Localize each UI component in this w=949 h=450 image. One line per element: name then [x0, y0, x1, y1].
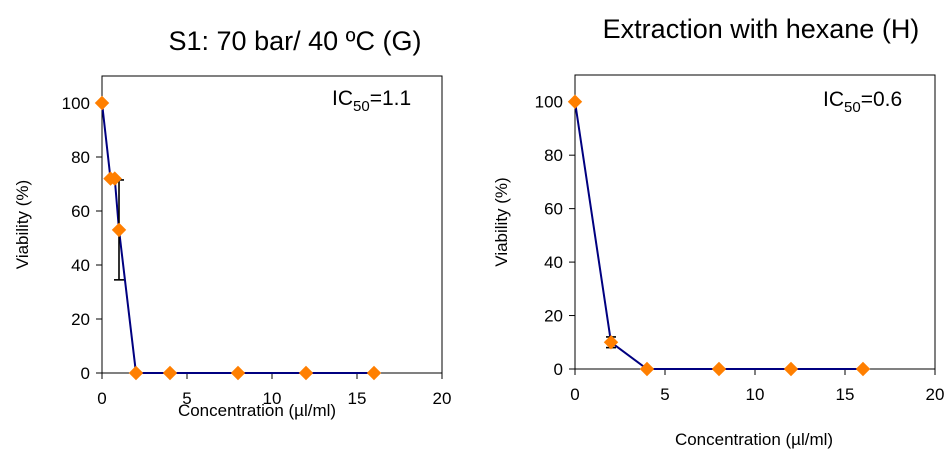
data-point — [567, 94, 583, 109]
data-point — [162, 365, 178, 381]
data-point — [128, 365, 144, 381]
ic50-value: =1.1 — [370, 87, 411, 110]
x-tick-label: 5 — [660, 385, 669, 404]
ic50-subscript: 50 — [844, 99, 861, 116]
data-point — [366, 365, 382, 381]
y-tick-label: 40 — [544, 253, 563, 272]
y-tick-label: 60 — [71, 202, 90, 221]
data-point — [111, 222, 127, 238]
ic50-label: IC50=1.1 — [332, 87, 411, 115]
x-tick-label: 5 — [182, 389, 191, 408]
series-line — [574, 101, 863, 370]
data-point — [639, 361, 655, 377]
y-tick-label: 100 — [62, 94, 90, 113]
ic50-label: IC50=0.6 — [823, 88, 902, 116]
data-point — [855, 361, 871, 377]
y-axis-label: Viability (%) — [492, 177, 511, 266]
x-tick-label: 15 — [836, 385, 855, 404]
ic50-subscript: 50 — [353, 98, 370, 115]
chart-title: S1: 70 bar/ 40 ºC (G) — [169, 26, 422, 56]
x-tick-label: 20 — [926, 385, 945, 404]
plot-area — [574, 74, 936, 370]
data-point — [603, 335, 619, 350]
chart-right: Extraction with hexane (H) 0 20 40 60 80 100 0 5… — [492, 14, 945, 449]
x-axis-label: Concentration (µl/ml) — [178, 401, 336, 420]
x-tick-label: 10 — [746, 385, 765, 404]
y-tick-label: 0 — [554, 360, 563, 379]
y-tick-label: 20 — [544, 307, 563, 326]
data-point — [230, 365, 246, 381]
x-axis-label: Concentration (µl/ml) — [675, 430, 833, 449]
x-tick-label: 0 — [570, 385, 579, 404]
ic50-prefix: IC — [332, 87, 353, 110]
x-tick-label: 15 — [348, 389, 367, 408]
data-point — [783, 361, 799, 377]
data-point — [94, 95, 110, 111]
plot-area — [101, 75, 443, 374]
y-tick-label: 60 — [544, 200, 563, 219]
data-point — [298, 365, 314, 381]
y-axis-label: Viability (%) — [13, 180, 32, 269]
x-tick-label: 20 — [433, 389, 452, 408]
x-tick-label: 0 — [97, 389, 106, 408]
y-tick-label: 40 — [71, 256, 90, 275]
series-line — [101, 102, 374, 374]
chart-left: S1: 70 bar/ 40 ºC (G) 0 20 40 60 80 100 0 5 10 15 2… — [13, 26, 452, 420]
ic50-value: =0.6 — [861, 88, 902, 111]
chart-title: Extraction with hexane (H) — [603, 14, 920, 44]
y-tick-label: 0 — [81, 364, 90, 383]
y-tick-label: 100 — [535, 93, 563, 112]
data-point — [107, 171, 122, 186]
y-tick-label: 20 — [71, 310, 90, 329]
data-point — [711, 361, 727, 377]
y-tick-label: 80 — [71, 148, 90, 167]
x-tick-label: 10 — [263, 389, 282, 408]
y-tick-label: 80 — [544, 146, 563, 165]
ic50-prefix: IC — [823, 88, 844, 111]
